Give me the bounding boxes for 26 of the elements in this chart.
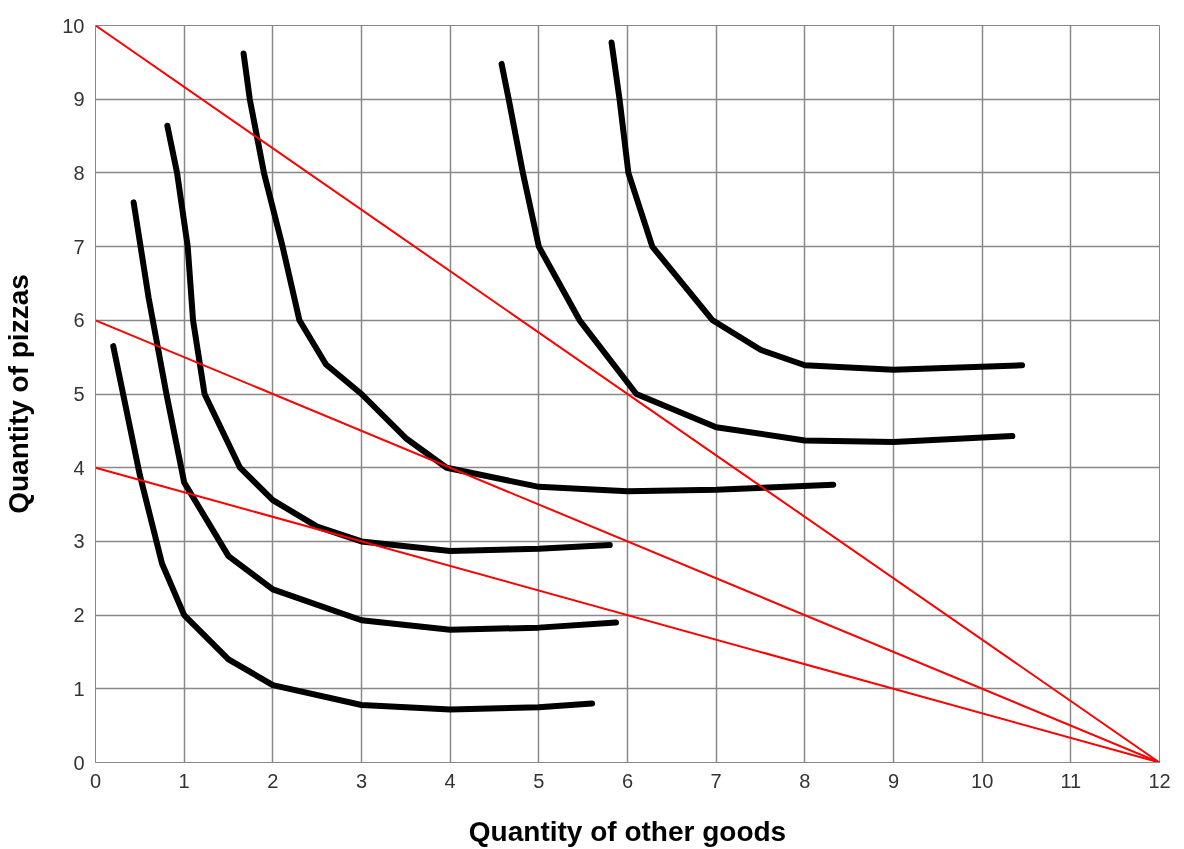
y-tick-label: 9 [73, 88, 85, 111]
x-tick-label: 12 [1148, 769, 1171, 792]
x-tick-label: 4 [444, 769, 456, 792]
y-tick-label: 6 [73, 309, 85, 332]
y-tick-label: 10 [62, 14, 85, 37]
y-tick-label: 0 [73, 751, 85, 774]
x-tick-label: 9 [887, 769, 900, 792]
x-tick-label: 10 [971, 769, 994, 792]
x-tick-label: 0 [89, 769, 102, 792]
x-tick-label: 11 [1060, 769, 1082, 792]
y-tick-label: 7 [73, 235, 85, 258]
x-tick-label: 3 [355, 769, 368, 792]
y-tick-label: 5 [73, 383, 85, 405]
x-tick-label: 1 [178, 769, 190, 792]
y-tick-label: 2 [73, 604, 85, 627]
y-axis-title: Quantity of pizzas [3, 274, 35, 514]
y-tick-label: 1 [73, 677, 85, 700]
x-tick-label: 6 [621, 769, 634, 792]
x-axis-title: Quantity of other goods [468, 815, 787, 847]
x-tick-label: 7 [710, 769, 722, 792]
y-tick-label: 4 [73, 456, 85, 479]
x-tick-label: 8 [799, 769, 811, 792]
y-tick-label: 8 [73, 161, 85, 184]
y-tick-label: 3 [73, 530, 85, 553]
x-tick-label: 5 [533, 769, 545, 792]
x-tick-label: 2 [267, 769, 279, 792]
